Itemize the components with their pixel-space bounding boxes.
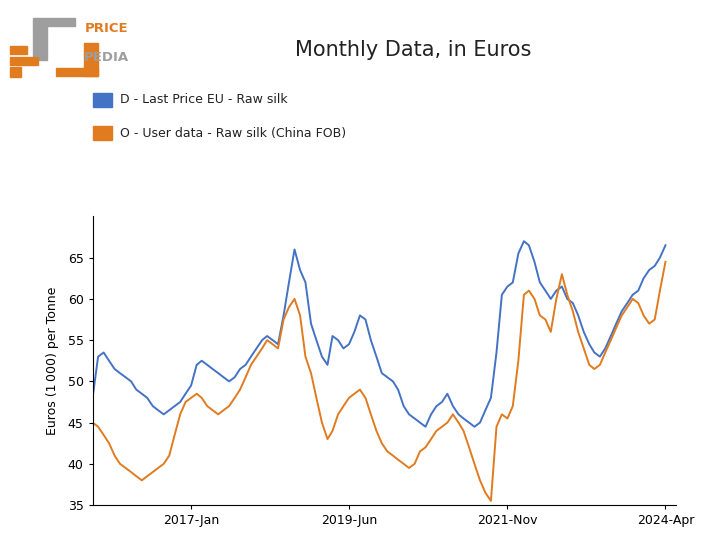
Bar bbox=[10, 46, 27, 54]
Bar bbox=[93, 126, 112, 140]
Text: O - User data - Raw silk (China FOB): O - User data - Raw silk (China FOB) bbox=[120, 127, 346, 140]
Bar bbox=[10, 57, 38, 65]
Bar bbox=[93, 93, 112, 107]
Text: PRICE: PRICE bbox=[85, 22, 129, 36]
Text: PEDIA: PEDIA bbox=[84, 51, 130, 64]
Text: D - Last Price EU - Raw silk: D - Last Price EU - Raw silk bbox=[120, 93, 287, 107]
Bar bbox=[33, 18, 75, 26]
Y-axis label: Euros (1 000) per Tonne: Euros (1 000) per Tonne bbox=[46, 286, 59, 435]
Bar bbox=[84, 43, 98, 76]
Bar bbox=[10, 67, 21, 77]
Bar bbox=[33, 26, 47, 60]
Text: Monthly Data, in Euros: Monthly Data, in Euros bbox=[295, 40, 531, 60]
Bar bbox=[56, 68, 98, 76]
